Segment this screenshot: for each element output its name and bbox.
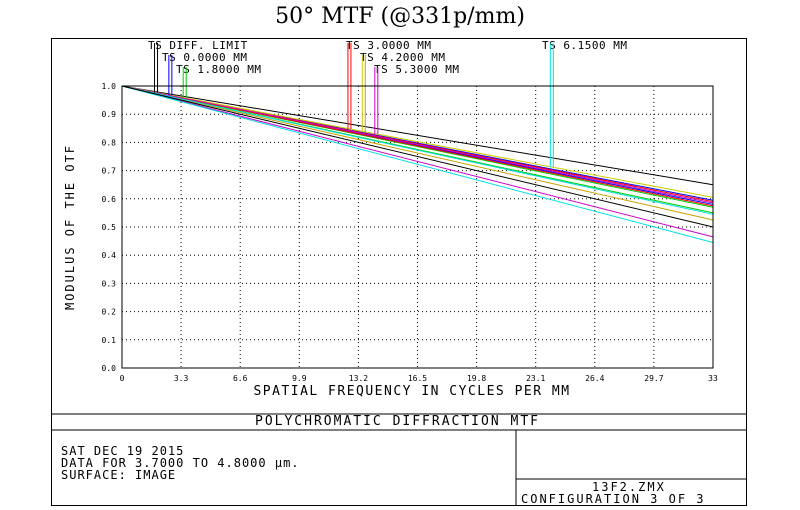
x-tick-label: 19.8 [467,374,486,383]
tick-labels: 0 3.3 6.6 9.9 13.2 16.5 19.8 23.1 26.4 29.7 33 0.0 0… [102,82,718,383]
x-tick-label: 29.7 [644,374,663,383]
legend-label: TS DIFF. LIMIT [148,39,248,52]
x-tick-label: 16.5 [408,374,427,383]
legend-label: TS 0.0000 MM [162,51,247,64]
legend-label: TS 4.2000 MM [360,51,445,64]
footer-caption: POLYCHROMATIC DIFFRACTION MTF [255,414,540,429]
footer-date: SAT DEC 19 2015 [61,444,185,458]
grid [122,86,713,368]
y-tick-label: 0.4 [102,251,117,260]
x-tick-label: 3.3 [174,374,189,383]
x-tick-label: 33 [708,374,718,383]
footer-surface: SURFACE: IMAGE [61,468,177,482]
y-tick-label: 0.2 [102,308,117,317]
series-line [121,85,714,215]
x-axis-label: SPATIAL FREQUENCY IN CYCLES PER MM [253,384,570,399]
series-group [121,85,714,243]
x-tick-label: 26.4 [585,374,604,383]
series-line [121,85,714,243]
series-line [121,85,714,221]
legend-label: TS 5.3000 MM [374,63,459,76]
y-tick-label: 1.0 [102,82,117,91]
footer-configuration: CONFIGURATION 3 OF 3 [521,492,706,506]
y-tick-label: 0.7 [102,167,117,176]
y-tick-label: 0.9 [102,110,117,119]
y-tick-label: 0.1 [102,336,117,345]
legend-label: TS 6.1500 MM [542,39,627,52]
plot-area [121,85,714,369]
y-tick-label: 0.6 [102,195,117,204]
chart-title: 50° MTF (@331p/mm) [275,4,525,29]
plot-frame [51,38,747,506]
series-line [121,85,714,186]
series-line [121,85,714,198]
x-tick-label: 23.1 [526,374,545,383]
y-tick-label: 0.0 [102,364,117,373]
legend-label: TS 3.0000 MM [346,39,431,52]
y-tick-label: 0.5 [102,223,117,232]
x-tick-label: 9.9 [292,374,307,383]
x-tick-label: 0 [120,374,125,383]
footer-file-name: 13F2.ZMX [592,480,666,494]
y-tick-label: 0.3 [102,279,117,288]
y-axis-label: MODULUS OF THE OTF [63,144,77,310]
legend-label: TS 1.8000 MM [176,63,261,76]
series-line [121,85,714,228]
series-line [121,85,714,204]
x-tick-label: 13.2 [349,374,368,383]
x-tick-label: 6.6 [233,374,248,383]
footer-wavelength: DATA FOR 3.7000 TO 4.8000 µm. [61,456,300,470]
y-tick-label: 0.8 [102,138,117,147]
series-line [121,85,714,238]
